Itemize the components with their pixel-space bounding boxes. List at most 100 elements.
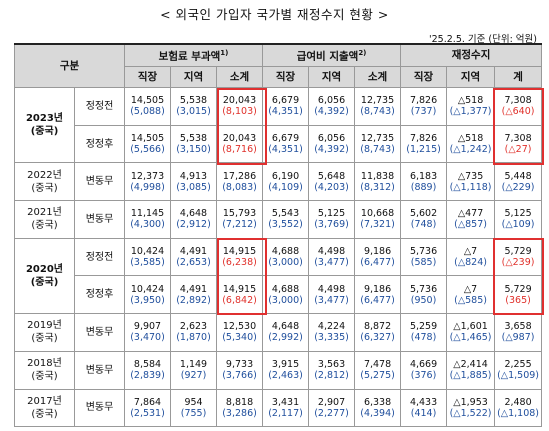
value-cell: 11,838 (8,312): [354, 162, 402, 202]
value-cell: 4,648 (2,912): [170, 200, 218, 239]
subheader: 소계: [216, 66, 264, 88]
value: 10,424: [130, 283, 165, 295]
table-row: 2022년 (중국) 변동무 12,373 (4,998) 4,913 (3,085) 17,…: [14, 162, 543, 202]
value-cell: 11,145 (4,300): [124, 200, 172, 239]
value: 4,498: [317, 246, 346, 258]
table-row: 2021년 (중국) 변동무 11,145 (4,300) 4,648 (2,912) 15,…: [14, 200, 543, 239]
paren-value: (2,531): [130, 407, 165, 419]
subheader: 직장: [400, 66, 448, 88]
value-cell: 12,530 (5,340): [216, 313, 264, 352]
value: 4,688: [271, 283, 300, 295]
row-label: 정정전: [73, 87, 126, 126]
value: 6,183: [409, 170, 438, 182]
value-cell: 1,149 (927): [170, 350, 218, 390]
paren-value: (△857): [454, 219, 487, 231]
value: 7,826: [409, 133, 438, 145]
value: 5,259: [409, 321, 438, 333]
paren-value: (3,769): [314, 219, 349, 231]
value: 6,056: [317, 95, 346, 107]
value-cell: 5,736 (950): [400, 275, 448, 315]
value-cell: 4,433 (414): [400, 388, 448, 428]
unit-note: '25.2.5. 기준 (단위: 억원): [429, 34, 537, 45]
value: 4,688: [271, 246, 300, 258]
value-cell: 12,373 (4,998): [124, 162, 172, 202]
value-cell: 8,872 (6,327): [354, 313, 402, 352]
value-cell: 12,735 (8,743): [354, 87, 402, 126]
subheader: 지역: [308, 66, 356, 88]
table-row: 정정후 14,505 (5,566) 5,538 (3,150) 20,043 (8,716…: [15, 124, 543, 164]
value: 8,818: [225, 396, 254, 408]
paren-value: (△1,465): [449, 332, 492, 344]
value-cell: △735 (△1,118): [446, 162, 496, 202]
paren-value: (5,340): [222, 332, 257, 344]
value-cell: 4,498 (3,477): [308, 237, 356, 277]
value: △518: [457, 133, 484, 145]
value: 12,735: [360, 95, 395, 107]
paren-value: (2,839): [130, 370, 165, 382]
value: 9,186: [363, 283, 392, 295]
paren-value: (8,743): [360, 144, 395, 156]
paren-value: (6,477): [360, 294, 395, 306]
paren-value: (376): [410, 370, 437, 382]
value-cell: △518 (△1,242): [446, 124, 496, 164]
paren-value: (414): [410, 407, 437, 419]
value: △477: [457, 208, 484, 220]
value: 3,658: [504, 321, 532, 333]
value-cell: 3,915 (2,463): [262, 350, 310, 390]
value-cell: △518 (△1,377): [446, 87, 496, 126]
value: △735: [457, 170, 484, 182]
value: 11,838: [360, 170, 395, 182]
paren-value: (6,842): [222, 294, 257, 306]
value: 9,907: [133, 321, 162, 333]
value: 6,338: [363, 396, 392, 408]
country-label: (중국): [31, 333, 58, 345]
paren-value: (6,238): [222, 257, 257, 269]
value: △518: [457, 95, 484, 107]
table-row: 2017년 (중국) 변동무 7,864 (2,531) 954 (755) 8,818 (3,…: [14, 388, 543, 428]
header-gubun: 구분: [13, 43, 126, 88]
table-row: 2019년 (중국) 변동무 9,907 (3,470) 2,623 (1,870) 12,5…: [14, 313, 543, 352]
value: △7: [463, 246, 478, 258]
paren-value: (2,912): [176, 219, 211, 231]
value: 20,043: [222, 95, 257, 107]
value-cell: 4,688 (3,000): [262, 237, 310, 277]
value-cell: 5,543 (3,552): [262, 200, 310, 239]
paren-value: (△1,108): [497, 407, 540, 419]
value: 11,145: [130, 208, 165, 220]
value-cell: 5,602 (748): [400, 200, 448, 239]
value-cell: △1,953 (△1,522): [446, 388, 496, 428]
paren-value: (3,552): [268, 219, 303, 231]
value-cell: 15,793 (7,212): [216, 200, 264, 239]
paren-value: (2,992): [268, 332, 303, 344]
value: 5,648: [317, 170, 346, 182]
value-cell: 20,043 (8,103): [216, 87, 264, 126]
paren-value: (△585): [454, 294, 487, 306]
paren-value: (2,117): [268, 407, 303, 419]
value-cell: 3,431 (2,117): [262, 388, 310, 428]
value-cell: △1,601 (△1,465): [446, 313, 496, 352]
value-cell: 9,733 (3,766): [216, 350, 264, 390]
subheader: 지역: [170, 66, 218, 88]
value-cell: 10,424 (3,585): [124, 237, 172, 277]
year-cell: 2018년 (중국): [14, 350, 75, 390]
paren-value: (8,103): [222, 106, 257, 118]
paren-value: (3,015): [176, 106, 211, 118]
country-label: (중국): [30, 276, 59, 288]
value-cell: 10,668 (7,321): [354, 200, 402, 239]
paren-value: (3,000): [268, 257, 303, 269]
value-cell: △477 (△857): [446, 200, 496, 239]
paren-value: (△1,509): [497, 370, 540, 382]
value: 4,648: [179, 208, 208, 220]
paren-value: (1,870): [176, 332, 211, 344]
paren-value: (3,585): [130, 257, 165, 269]
value: 4,491: [179, 246, 208, 258]
paren-value: (△1,118): [449, 181, 492, 193]
year-label: 2022년: [27, 169, 62, 181]
year-label: 2017년: [27, 395, 62, 407]
paren-value: (7,212): [222, 219, 257, 231]
value: 4,669: [409, 359, 438, 371]
paren-value: (3,286): [222, 407, 257, 419]
row-label: 변동무: [73, 162, 126, 202]
value-cell: 4,498 (3,477): [308, 275, 356, 315]
value-cell: 6,056 (4,392): [308, 87, 356, 126]
